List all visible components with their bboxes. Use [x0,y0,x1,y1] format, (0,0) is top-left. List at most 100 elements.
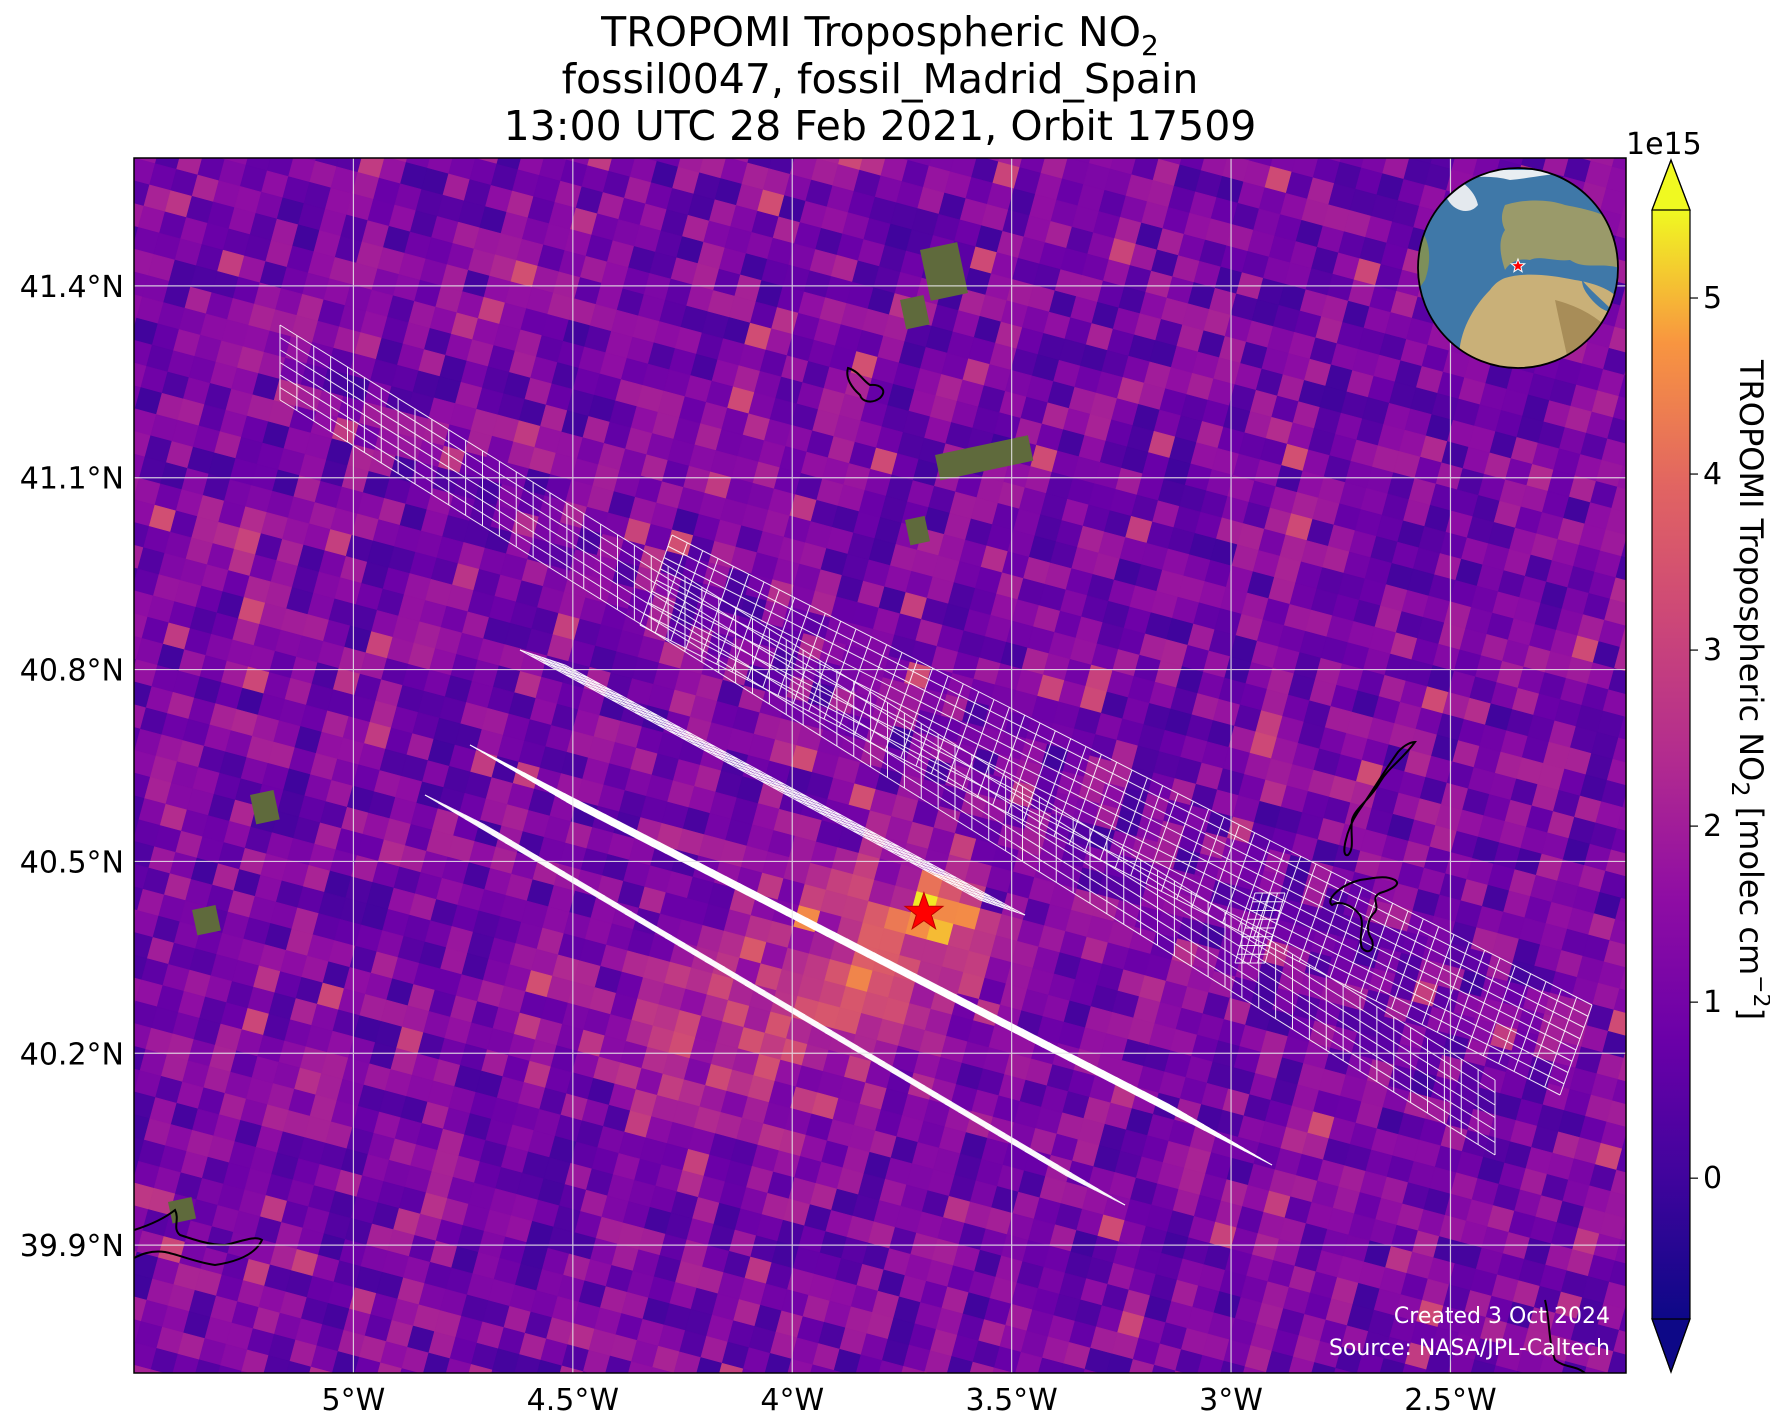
lat-tick-label: 41.1°N [20,462,124,497]
no2-pixel [364,130,391,157]
no2-pixel [1575,1388,1602,1415]
no2-pixel [1186,122,1213,149]
no2-pixel [99,947,126,974]
no2-pixel [134,1091,135,1095]
no2-pixel [107,494,134,521]
no2-pixel [167,1375,194,1402]
no2-pixel [93,376,120,403]
no2-pixel-field [88,119,1654,1417]
no2-pixel [1237,158,1251,162]
no2-pixel [1533,1377,1560,1404]
no2-pixel [1516,1370,1525,1373]
no2-pixel [195,1359,221,1373]
colorbar-max-extend [1651,158,1691,211]
no2-pixel [663,1394,690,1417]
no2-pixel [217,158,226,160]
no2-pixel [1100,1375,1127,1402]
no2-pixel [1116,1402,1143,1417]
no2-pixel [557,158,568,161]
no2-pixel [321,119,348,146]
colorbar-min-extend [1651,1318,1691,1374]
lat-tick-label: 39.9°N [20,1229,124,1264]
no2-pixel [105,585,132,612]
no2-pixel [106,243,133,270]
no2-pixel [833,1370,845,1373]
no2-pixel [1265,1372,1270,1373]
no2-pixel [1527,1398,1554,1417]
no2-pixel [103,1358,130,1385]
no2-pixel [150,1348,179,1373]
no2-pixel [886,1409,913,1417]
no2-pixel [684,1400,711,1417]
no2-pixel [1095,121,1122,148]
colorbar-gradient [1652,210,1690,1319]
no2-pixel [1095,1396,1122,1417]
no2-pixel [502,122,529,149]
no2-pixel [294,1410,321,1417]
no2-pixel [935,1399,962,1417]
lon-tick-label: 3°W [1199,1383,1263,1417]
no2-pixel [113,1406,140,1417]
lat-tick-label: 40.2°N [20,1037,124,1072]
no2-pixel [913,1393,940,1417]
no2-pixel [711,1385,738,1412]
no2-pixel [263,1355,291,1373]
chart-title-line-3: 13:00 UTC 28 Feb 2021, Orbit 17509 [503,102,1257,150]
no2-pixel [524,127,551,154]
lon-tick-label: 2.5°W [1404,1383,1496,1417]
map-area: Created 3 Oct 2024 Source: NASA/JPL-Calt… [88,119,1654,1417]
no2-pixel [96,1129,123,1156]
no2-pixel [149,1369,165,1373]
no2-pixel [1607,1372,1610,1373]
no2-pixel [460,1386,487,1413]
no2-pixel [705,1406,732,1417]
no2-pixel [134,1364,152,1373]
longitude-axis: 5°W 4.5°W 4°W 3.5°W 3°W 2.5°W [322,1383,1497,1417]
no2-pixel [1627,514,1654,541]
no2-pixel [93,1310,120,1337]
no2-pixel [1276,124,1303,151]
no2-pixel [88,307,115,334]
no2-pixel [956,129,983,156]
no2-pixel [1367,1401,1394,1417]
no2-pixel [134,158,135,159]
no2-pixel [1627,856,1654,883]
no2-pixel [593,123,620,150]
no2-pixel [1373,1380,1400,1407]
no2-pixel [1067,158,1069,159]
no2-pixel [475,1413,502,1417]
colorbar-tick-label: 2 [1703,809,1722,844]
no2-pixel [286,1360,312,1373]
no2-pixel [172,1353,200,1373]
no2-pixel [161,1397,188,1417]
no2-pixel [134,317,138,330]
no2-pixel [95,536,122,563]
no2-pixel [1577,158,1592,162]
no2-pixel [91,125,118,152]
no2-pixel [1143,1386,1170,1413]
no2-pixel [95,878,122,905]
no2-pixel [1626,1197,1653,1224]
no2-pixel [1324,1390,1351,1417]
no2-pixel [1276,1399,1303,1417]
no2-pixel [96,787,123,814]
no2-pixel [257,1377,284,1404]
no2-pixel [134,1342,136,1350]
no2-pixel [134,1000,137,1010]
no2-pixel [390,1390,417,1417]
no2-pixel [1624,963,1626,969]
no2-pixel [897,158,909,161]
no2-pixel [240,1370,250,1373]
no2-pixel [1152,158,1160,160]
no2-pixel [1624,1303,1626,1310]
no2-pixel [1436,121,1463,148]
no2-pixel [1506,1393,1533,1417]
no2-pixel [1625,623,1626,627]
no2-pixel [412,120,439,147]
no2-pixel [1458,127,1485,154]
no2-pixel [134,408,136,415]
colorbar-tick-label: 1 [1703,985,1722,1020]
no2-pixel [104,1268,131,1295]
